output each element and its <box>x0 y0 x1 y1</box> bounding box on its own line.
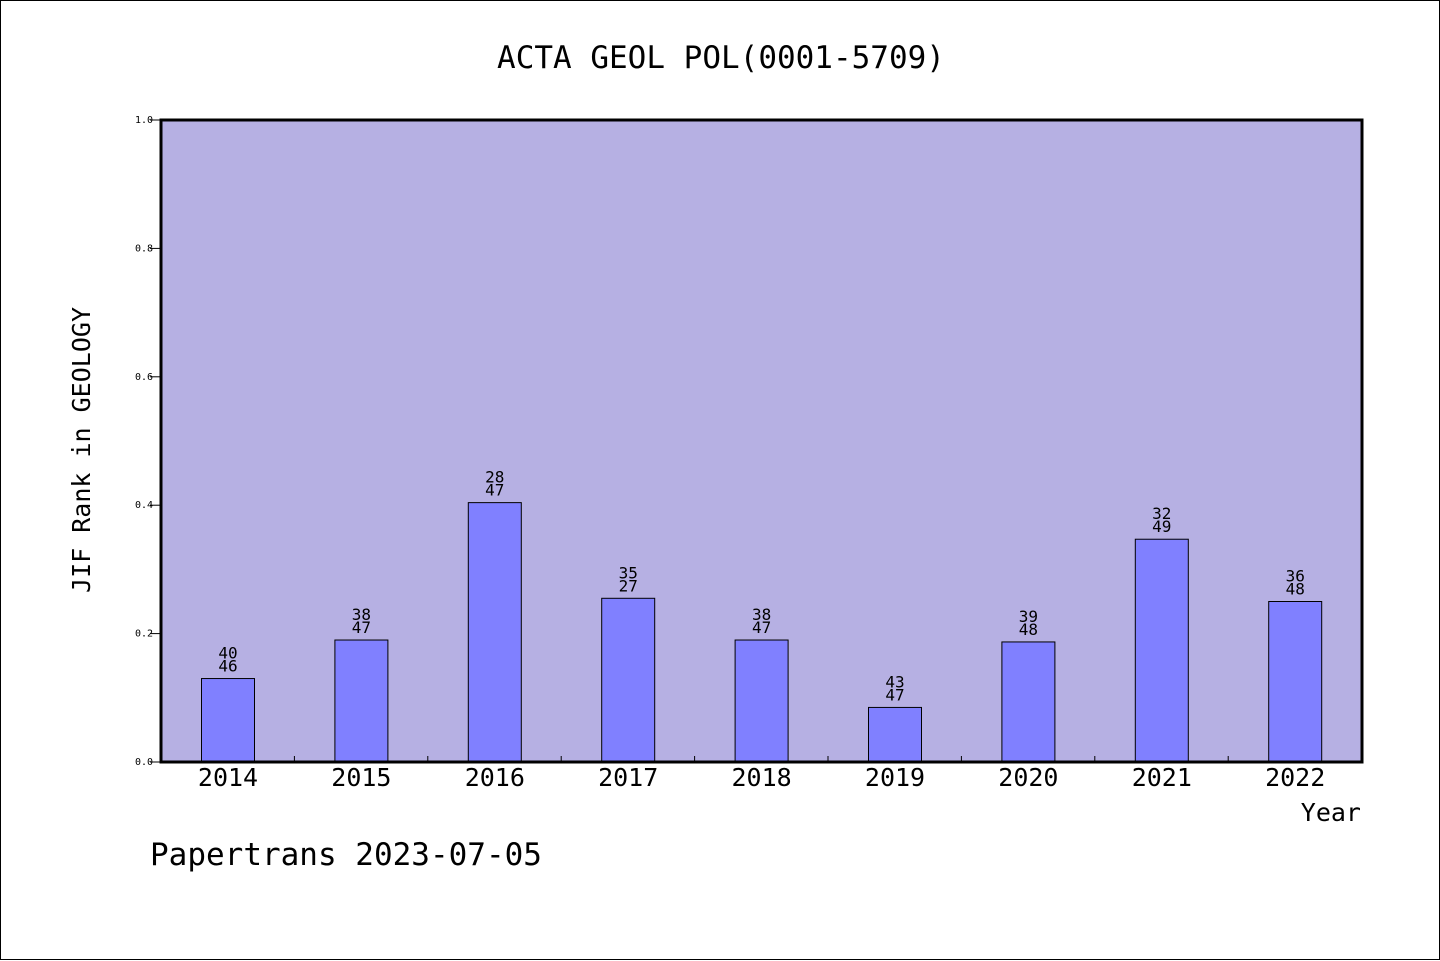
x-tick-label-2022: 2022 <box>1265 763 1325 792</box>
footer-credit: Papertrans 2023-07-05 <box>150 837 542 873</box>
bar-label-2020-rank: 39 <box>1019 607 1038 626</box>
bar-2016 <box>467 502 522 763</box>
bar-label-2021-rank: 32 <box>1152 504 1171 523</box>
x-tick-label-2019: 2019 <box>865 763 925 792</box>
x-tick-label-2014: 2014 <box>198 763 258 792</box>
y-tick-label-0.4: 0.4 <box>135 500 153 511</box>
y-tick-labels: 0.0 0.2 0.4 0.6 0.8 1.0 <box>135 115 161 768</box>
bar-label-2019-rank: 43 <box>885 672 904 691</box>
y-tick-label-0.6: 0.6 <box>135 372 153 383</box>
plot-border <box>159 118 1364 764</box>
bar-label-2016-rank: 28 <box>485 468 504 487</box>
x-tick-label-2018: 2018 <box>731 763 791 792</box>
bar-2015 <box>334 639 389 763</box>
bar-label-2018-total: 47 <box>752 618 771 637</box>
y-tick-label-0.8: 0.8 <box>135 243 153 254</box>
x-tick-label-2015: 2015 <box>331 763 391 792</box>
bar-label-2022-total: 48 <box>1286 580 1305 599</box>
bar-label-2022-rank: 36 <box>1286 567 1305 586</box>
y-tick-label-1.0: 1.0 <box>135 115 153 126</box>
bar-label-2017-rank: 35 <box>619 563 638 582</box>
bar-2014 <box>201 678 255 763</box>
chart-title: ACTA GEOL POL(0001-5709) <box>497 40 945 76</box>
y-axis-label: JIF Rank in GEOLOGY <box>67 307 96 593</box>
x-tick-labels: 2014 2015 2016 2017 2018 2019 2020 2021 2022 <box>198 756 1325 792</box>
bar-label-2019-total: 47 <box>885 685 904 704</box>
bar-label-2015-total: 47 <box>352 618 371 637</box>
x-tick-label-2016: 2016 <box>465 763 525 792</box>
x-tick-label-2017: 2017 <box>598 763 658 792</box>
bars-group <box>201 502 1323 763</box>
bar-2018 <box>734 639 789 763</box>
bar-2020 <box>1001 641 1056 763</box>
bar-label-2017-total: 27 <box>619 576 638 595</box>
bar-label-2014-rank: 40 <box>218 644 237 663</box>
bar-label-2015-rank: 38 <box>352 605 371 624</box>
bar-2022 <box>1268 601 1323 763</box>
y-tick-label-0.2: 0.2 <box>135 629 153 640</box>
x-axis-label: Year <box>1301 798 1361 827</box>
bar-label-2016-total: 47 <box>485 481 504 500</box>
bar-2017 <box>601 597 656 763</box>
bar-label-2014-total: 46 <box>218 657 237 676</box>
x-tick-label-2020: 2020 <box>998 763 1058 792</box>
x-tick-label-2021: 2021 <box>1132 763 1192 792</box>
y-tick-label-0.0: 0.0 <box>135 757 153 768</box>
bar-2021 <box>1134 538 1189 763</box>
bar-label-2021-total: 49 <box>1152 517 1171 536</box>
bar-label-2020-total: 48 <box>1019 620 1038 639</box>
bar-2019 <box>868 706 922 763</box>
bar-label-2018-rank: 38 <box>752 605 771 624</box>
